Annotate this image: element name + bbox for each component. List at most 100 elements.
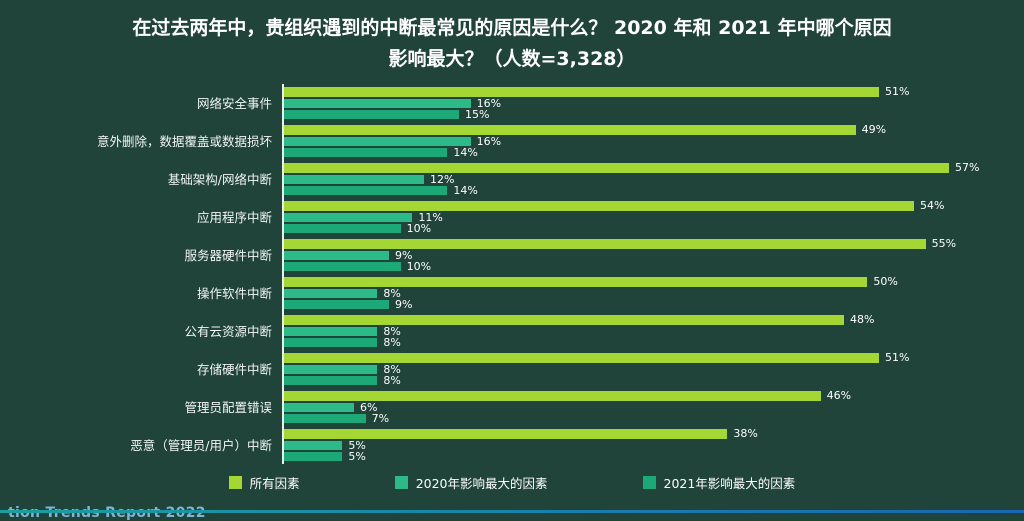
value-label: 46%: [826, 389, 852, 403]
chart-row: 存储硬件中断 51% 8% 8%: [0, 349, 1024, 388]
legend-item: 所有因素: [228, 473, 300, 492]
category-label: 恶意（管理员/用户）中断: [130, 438, 272, 454]
bar-segment: [284, 428, 728, 439]
value-label: 51%: [885, 351, 910, 365]
bar-line: 55%: [284, 237, 984, 251]
bar-segment: [284, 413, 366, 423]
bar-line: 5%: [284, 449, 984, 463]
chart-title-line1: 在过去两年中，贵组织遇到的中断最常见的原因是什么？ 2020 年和 2021 年…: [132, 17, 892, 39]
category-label: 意外删除，数据覆盖或数据损坏: [96, 134, 272, 150]
value-label: 57%: [955, 161, 980, 175]
bar-line: 46%: [284, 389, 984, 403]
value-label: 8%: [383, 324, 401, 338]
watermark-text: tion Trends Report 2022: [8, 505, 206, 521]
category-label: 管理员配置错误: [184, 400, 272, 416]
bar-line: 16%: [284, 96, 984, 110]
bar-line: 7%: [284, 411, 984, 425]
chart-row: 意外删除，数据覆盖或数据损坏 49% 16% 14%: [0, 121, 1024, 160]
bar-segment: [284, 223, 401, 233]
bar-line: 48%: [284, 313, 984, 327]
bar-group: 38% 5% 5%: [282, 425, 1024, 464]
bar-line: 9%: [284, 250, 984, 261]
bar-line: 14%: [284, 145, 984, 159]
category-label: 服务器硬件中断: [184, 248, 272, 264]
bar-segment: [284, 326, 378, 336]
bar-line: 16%: [284, 134, 984, 148]
value-label: 48%: [850, 313, 875, 327]
bar-segment: [284, 124, 856, 135]
chart-legend: 所有因素 2020年影响最大的因素 2021年影响最大的因素: [0, 473, 1024, 492]
category-label: 基础架构/网络中断: [167, 172, 272, 188]
value-label: 8%: [383, 286, 401, 300]
bar-segment: [284, 288, 378, 298]
bar-group: 57% 12% 14%: [282, 159, 1024, 198]
bar-segment: [284, 299, 389, 309]
legend-item: 2020年影响最大的因素: [394, 473, 548, 492]
bar-group: 48% 8% 8%: [282, 311, 1024, 350]
category-label: 操作软件中断: [196, 286, 272, 302]
value-label: 14%: [453, 145, 478, 159]
value-label: 11%: [418, 210, 443, 224]
value-label: 16%: [476, 134, 502, 148]
bar-segment: [284, 174, 424, 184]
bar-segment: [284, 238, 926, 249]
category-label: 公有云资源中断: [184, 324, 272, 340]
bar-line: 50%: [284, 275, 984, 289]
bar-line: 15%: [284, 109, 984, 120]
bar-group: 50% 8% 9%: [282, 273, 1024, 312]
value-label: 5%: [348, 449, 366, 463]
bar-line: 14%: [284, 183, 984, 197]
value-label: 8%: [383, 373, 401, 387]
bar-group: 54% 11% 10%: [282, 197, 1024, 236]
bar-segment: [284, 162, 949, 173]
chart-row: 网络安全事件 51% 16% 15%: [0, 83, 1024, 122]
bar-group: 51% 8% 8%: [282, 349, 1024, 388]
bar-segment: [284, 402, 354, 412]
legend-label: 2020年影响最大的因素: [415, 475, 548, 491]
legend-swatch-icon: [228, 475, 242, 489]
bar-segment: [284, 147, 448, 157]
bar-line: 51%: [284, 351, 984, 365]
bar-segment: [284, 440, 343, 450]
bar-segment: [284, 352, 879, 363]
bar-line: 12%: [284, 174, 984, 185]
bar-line: 9%: [284, 297, 984, 311]
value-label: 38%: [733, 427, 758, 441]
bottom-accent-strip: [0, 510, 1024, 513]
value-label: 55%: [931, 237, 957, 251]
value-label: 5%: [348, 438, 366, 452]
bar-line: 38%: [284, 427, 984, 441]
legend-item: 2021年影响最大的因素: [642, 473, 795, 492]
value-label: 49%: [861, 123, 887, 137]
value-label: 50%: [873, 275, 898, 289]
chart-title-line2: 影响最大？（人数=3,328）: [388, 48, 636, 71]
chart-row: 恶意（管理员/用户）中断 38% 5% 5%: [0, 425, 1024, 464]
bar-segment: [284, 109, 459, 119]
value-label: 16%: [476, 96, 502, 110]
bar-line: 11%: [284, 210, 984, 224]
value-label: 8%: [383, 362, 401, 376]
bar-chart: 网络安全事件 51% 16% 15% 意外删除，数据覆盖或数据损坏 49% 16% 14% 基础…: [0, 83, 1024, 464]
bar-segment: [284, 390, 821, 401]
bar-segment: [284, 98, 471, 108]
bar-segment: [284, 250, 389, 260]
bar-line: 8%: [284, 324, 984, 338]
chart-row: 服务器硬件中断 55% 9% 10%: [0, 235, 1024, 274]
bar-segment: [284, 136, 471, 146]
value-label: 6%: [360, 400, 378, 414]
legend-label: 所有因素: [249, 475, 300, 491]
value-label: 14%: [453, 183, 478, 197]
chart-row: 公有云资源中断 48% 8% 8%: [0, 311, 1024, 350]
value-label: 7%: [371, 411, 390, 425]
bar-line: 10%: [284, 223, 984, 234]
bar-group: 51% 16% 15%: [282, 83, 1024, 122]
bar-segment: [284, 276, 868, 287]
chart-row: 管理员配置错误 46% 6% 7%: [0, 387, 1024, 426]
bar-line: 51%: [284, 86, 984, 97]
bar-line: 8%: [284, 337, 984, 348]
bar-segment: [284, 86, 879, 97]
bar-group: 49% 16% 14%: [282, 121, 1024, 160]
value-label: 9%: [395, 297, 413, 311]
bar-segment: [284, 200, 914, 211]
bar-line: 8%: [284, 373, 984, 387]
